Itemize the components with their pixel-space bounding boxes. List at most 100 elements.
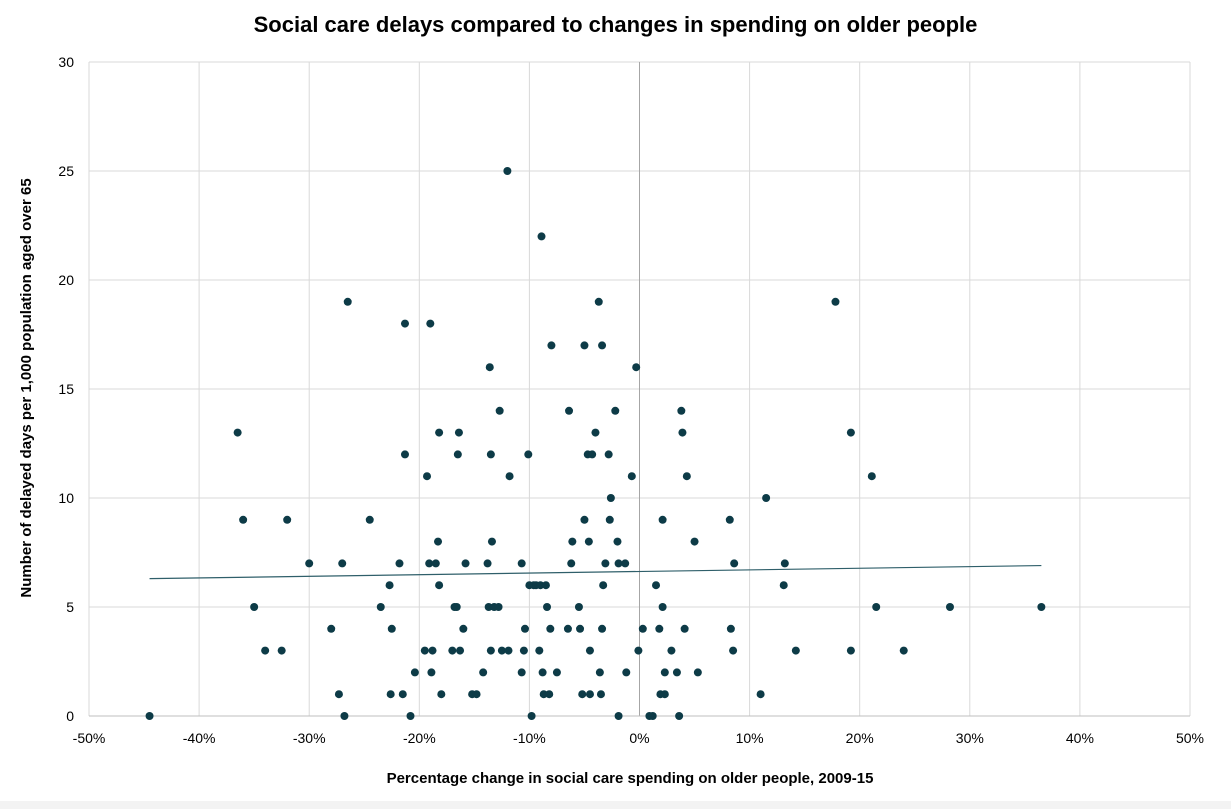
data-point-12: [343, 297, 352, 306]
x-tick-label-3: -20%: [403, 730, 436, 746]
data-point-21: [400, 319, 409, 328]
data-point-71: [538, 668, 547, 677]
data-points: [145, 167, 1046, 720]
y-axis-ticks: 0 5 10 15 20 25 30: [58, 54, 74, 724]
data-point-50: [486, 450, 495, 459]
data-point-15: [385, 581, 394, 590]
data-point-30: [431, 559, 440, 568]
data-point-137: [762, 494, 771, 502]
data-point-2: [239, 515, 248, 524]
data-point-96: [596, 690, 605, 699]
data-point-39: [454, 428, 463, 437]
data-point-5: [277, 646, 286, 655]
x-axis-title: Percentage change in social care spendin…: [387, 770, 874, 787]
y-tick-label-5: 25: [58, 163, 74, 179]
data-point-148: [1037, 603, 1046, 611]
data-point-42: [461, 559, 470, 568]
data-point-10: [338, 559, 347, 568]
data-point-101: [604, 450, 613, 459]
data-point-51: [487, 537, 496, 546]
data-point-141: [831, 297, 840, 306]
x-tick-label-5: 0%: [629, 730, 649, 746]
data-point-72: [539, 690, 548, 699]
data-point-147: [945, 603, 954, 611]
data-point-48: [485, 363, 494, 372]
data-point-54: [495, 406, 504, 415]
data-point-123: [667, 646, 676, 655]
data-point-44: [472, 690, 481, 699]
data-point-49: [486, 646, 495, 655]
data-point-29: [428, 646, 437, 655]
y-tick-label-0: 0: [66, 708, 74, 724]
x-tick-label-1: -40%: [183, 730, 216, 746]
data-point-145: [872, 603, 881, 611]
data-point-80: [565, 406, 574, 415]
data-point-98: [598, 624, 607, 633]
x-tick-label-2: -30%: [293, 730, 326, 746]
data-point-117: [655, 624, 664, 633]
data-point-27: [426, 319, 435, 328]
data-point-70: [537, 232, 546, 241]
data-point-55: [497, 646, 506, 655]
data-point-0: [145, 712, 154, 720]
data-point-134: [729, 646, 738, 655]
data-point-81: [567, 559, 576, 568]
data-point-56: [503, 167, 512, 175]
data-point-6: [283, 515, 292, 524]
data-point-13: [365, 515, 374, 524]
data-point-65: [527, 712, 536, 720]
data-point-84: [576, 624, 585, 633]
data-point-90: [585, 646, 594, 655]
data-point-92: [588, 450, 597, 459]
data-point-91: [585, 690, 594, 699]
data-point-82: [568, 537, 577, 546]
data-point-112: [634, 646, 643, 655]
x-tick-label-4: -10%: [513, 730, 546, 746]
data-point-61: [519, 646, 528, 655]
trendline: [149, 564, 1042, 580]
data-point-4: [261, 646, 270, 655]
data-point-31: [434, 537, 443, 546]
bottom-strip: [0, 801, 1231, 809]
x-tick-label-0: -50%: [73, 730, 106, 746]
data-point-116: [652, 581, 661, 590]
data-point-47: [484, 603, 493, 611]
data-point-99: [599, 581, 608, 590]
data-point-35: [448, 646, 457, 655]
data-point-139: [780, 559, 789, 568]
data-point-133: [726, 624, 735, 633]
data-point-106: [614, 559, 623, 568]
y-axis-title: Number of delayed days per 1,000 populat…: [18, 178, 35, 597]
data-point-76: [546, 624, 555, 633]
x-tick-label-7: 20%: [846, 730, 874, 746]
data-point-108: [621, 559, 630, 568]
x-tick-label-10: 50%: [1176, 730, 1204, 746]
data-point-59: [517, 668, 526, 677]
data-point-23: [410, 668, 419, 677]
data-point-89: [584, 537, 593, 546]
data-point-77: [547, 341, 556, 350]
data-point-111: [632, 363, 641, 372]
data-point-138: [779, 581, 788, 590]
data-point-19: [398, 690, 407, 699]
y-tick-label-3: 15: [58, 381, 74, 397]
data-point-104: [611, 406, 620, 415]
data-point-79: [563, 624, 572, 633]
data-point-105: [613, 537, 622, 546]
data-point-63: [524, 450, 533, 459]
data-point-74: [543, 603, 552, 611]
data-point-41: [459, 624, 468, 633]
data-point-124: [672, 668, 681, 677]
data-point-110: [627, 472, 636, 481]
data-point-68: [535, 646, 544, 655]
data-point-129: [682, 472, 691, 481]
data-point-62: [520, 624, 529, 633]
data-point-57: [505, 472, 514, 481]
data-point-46: [483, 559, 492, 568]
data-point-142: [846, 428, 855, 437]
data-point-78: [552, 668, 561, 677]
data-point-1: [233, 428, 242, 437]
data-point-3: [250, 603, 259, 611]
data-point-130: [690, 537, 699, 546]
data-point-16: [386, 690, 395, 699]
